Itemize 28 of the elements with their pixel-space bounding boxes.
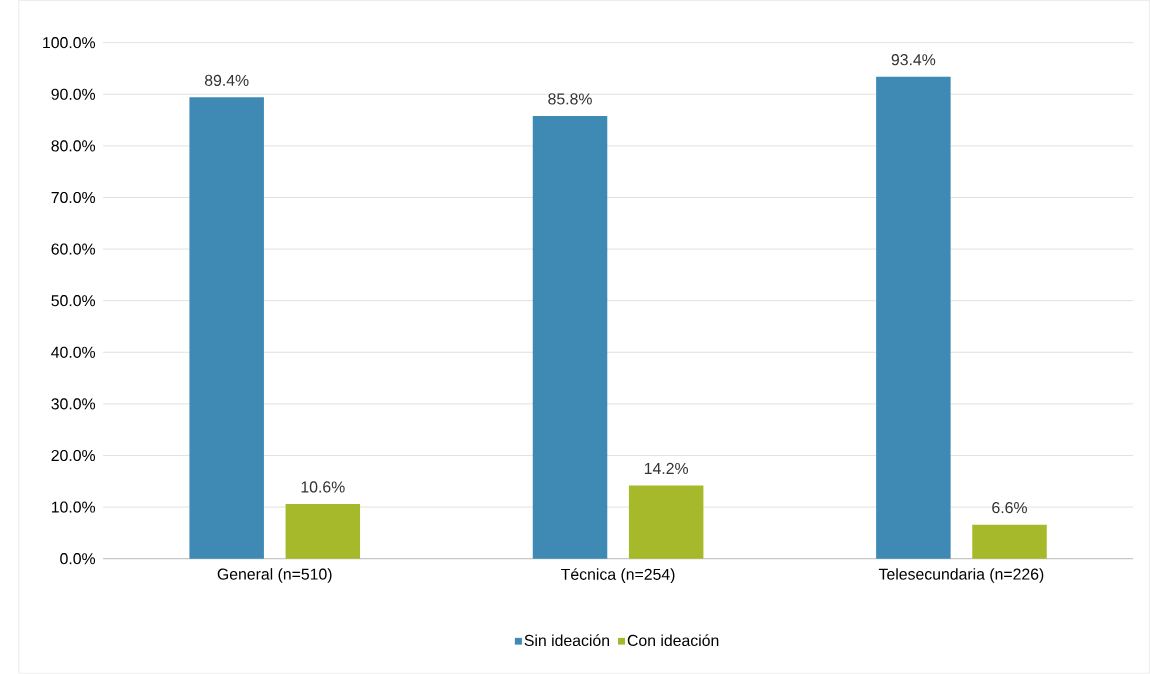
legend-label: Con ideación — [627, 634, 719, 647]
y-tick-label: 50.0% — [51, 295, 96, 307]
data-label: 85.8% — [548, 93, 592, 105]
x-tick-label: Telesecundaria (n=226) — [878, 568, 1044, 583]
y-tick-label: 0.0% — [60, 553, 96, 565]
bar — [876, 76, 951, 559]
y-tick-label: 80.0% — [51, 140, 96, 152]
y-tick-label: 20.0% — [51, 449, 96, 462]
y-tick-label: 90.0% — [51, 88, 96, 100]
bar — [189, 97, 264, 559]
y-tick-label: 70.0% — [51, 191, 96, 204]
y-tick-label: 100.0% — [43, 37, 96, 49]
legend-label: Sin ideación — [524, 634, 609, 647]
bar — [285, 504, 361, 559]
y-tick-label: 10.0% — [51, 501, 96, 513]
data-label: 93.4% — [891, 54, 936, 66]
data-label: 6.6% — [992, 502, 1027, 514]
bar — [628, 485, 704, 559]
data-label: 10.6% — [301, 481, 345, 493]
data-label: 14.2% — [644, 462, 689, 475]
y-tick-label: 40.0% — [51, 346, 96, 358]
bar — [972, 524, 1047, 559]
x-tick-label: Técnica (n=254) — [561, 568, 675, 584]
x-tick-label: General (n=510) — [217, 568, 332, 583]
data-label: 89.4% — [204, 74, 249, 87]
y-tick-label: 30.0% — [51, 398, 96, 410]
y-tick-label: 60.0% — [51, 243, 96, 255]
bar — [532, 116, 608, 559]
